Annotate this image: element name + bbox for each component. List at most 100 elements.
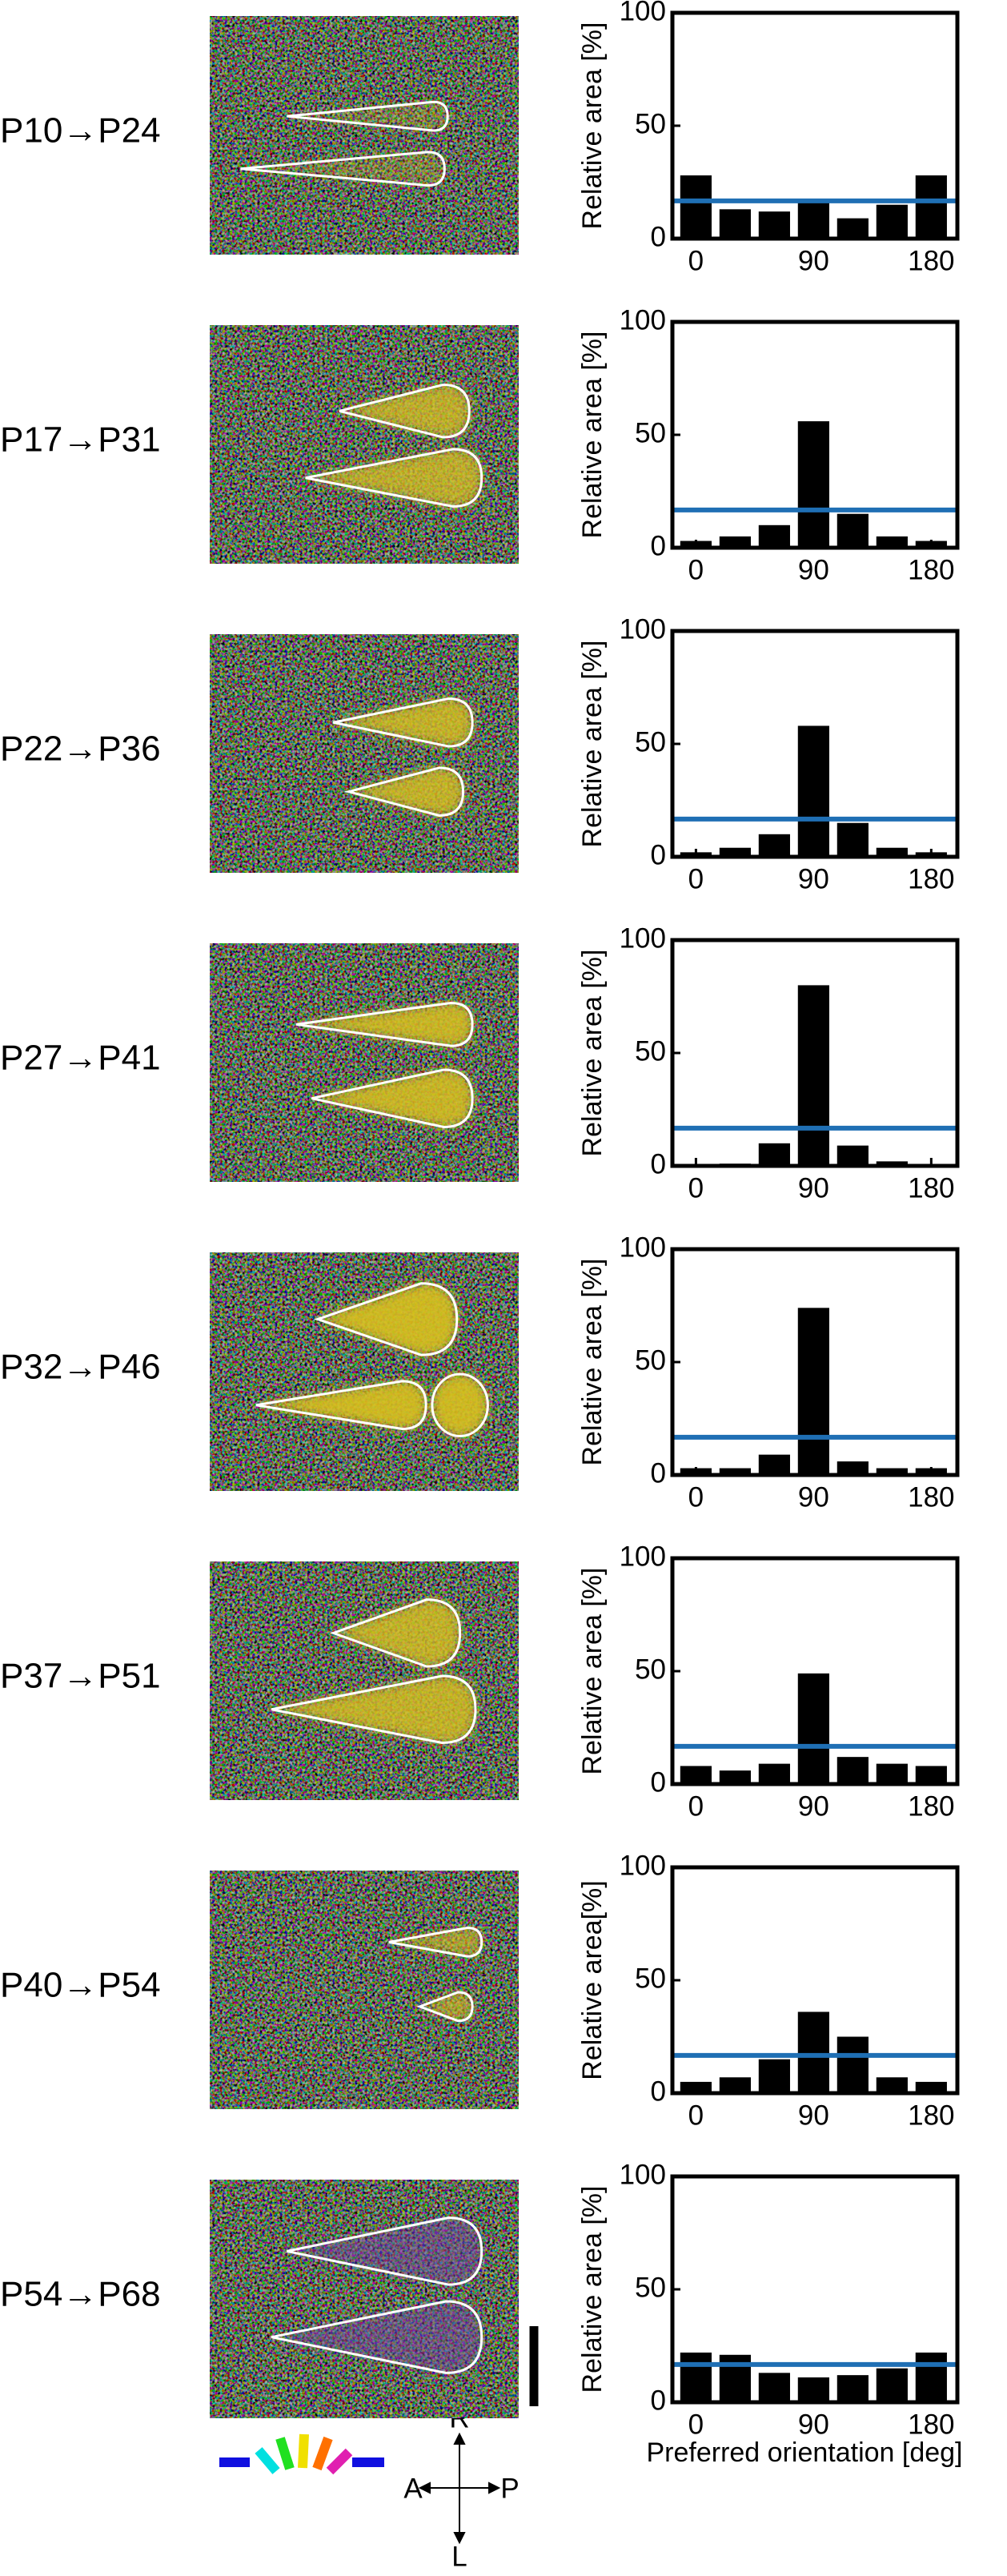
legend-bar [255,2447,280,2474]
row-label: P37→P51 [0,1657,161,1696]
bar [797,1308,829,1475]
y-tick-label: 0 [651,1148,666,1179]
x-tick-label: 90 [798,2100,829,2131]
domain-outline [339,383,471,439]
y-axis-label: Relative area [%] [577,1568,608,1775]
x-tick-label: 0 [688,245,704,276]
x-axis-label: Preferred orientation [deg] [646,2437,962,2468]
bar [680,1766,712,1784]
bar [876,204,908,239]
row-label: P17→P31 [0,420,161,460]
bar [719,2354,751,2402]
domain-outline [295,1001,474,1047]
y-axis-label: Relative area [%] [577,332,608,539]
domain-outline [287,100,449,132]
domain-fill [271,1676,475,1743]
orientation-map [210,943,519,1182]
bar [680,175,712,239]
legend-bar [275,2437,295,2470]
bar [797,1673,829,1784]
domain-fill [333,698,473,747]
domain-outline [255,1380,427,1431]
bar [758,1143,790,1166]
bar [836,1757,869,1784]
bar [719,2077,751,2093]
y-tick-label: 50 [635,1654,666,1685]
bar [915,2352,947,2402]
bar [680,2352,712,2402]
y-tick-label: 100 [620,1850,666,1881]
x-tick-label: 90 [798,2409,829,2440]
bar [836,2375,869,2402]
bar [836,1461,869,1475]
x-tick-label: 0 [688,863,704,894]
x-tick-label: 90 [798,863,829,894]
y-tick-label: 100 [620,2159,666,2190]
domain-outline [287,2216,483,2286]
bar [836,513,869,548]
y-tick-label: 50 [635,108,666,139]
y-tick-label: 0 [651,1766,666,1798]
map-noise [210,16,519,255]
domain-outline [311,1068,474,1128]
y-tick-label: 100 [620,922,666,954]
y-axis-label: Relative area [%] [577,641,608,848]
x-tick-label: 90 [798,1481,829,1513]
x-tick-label: 90 [798,1172,829,1204]
bar [876,1161,908,1166]
y-tick-label: 100 [620,613,666,645]
orientation-map [210,1561,519,1800]
orientation-map [210,16,519,255]
domain-fill [419,1991,473,2021]
bar [797,725,829,857]
bar [836,1145,869,1166]
y-axis-label: Relative area [%] [577,950,608,1157]
y-axis-label: Relative area [%] [577,22,608,230]
bar [876,536,908,548]
orientation-legend [219,2433,384,2475]
bar [915,1766,947,1784]
row-label: P27→P41 [0,1039,161,1078]
bar [758,524,790,548]
y-tick-label: 50 [635,1035,666,1067]
bar [876,847,908,857]
bar [836,218,869,239]
y-tick-label: 0 [651,839,666,870]
bar [876,2368,908,2402]
bar [876,1468,908,1475]
x-tick-label: 0 [688,1172,704,1204]
x-tick-label: 180 [908,554,954,585]
domain-fill [333,1599,460,1667]
domain-outline [271,1674,477,1744]
domain-fill [348,767,463,816]
bar [758,1763,790,1784]
y-tick-label: 100 [620,1541,666,1572]
y-tick-label: 0 [651,221,666,252]
bar [719,209,751,239]
bar [836,2036,869,2093]
map-noise [210,1871,519,2109]
domain-outline [333,697,474,748]
orientation-map [210,1252,519,1491]
x-tick-label: 90 [798,1790,829,1822]
y-tick-label: 0 [651,1457,666,1489]
bar [719,536,751,548]
x-tick-label: 180 [908,2100,954,2131]
domain-fill [305,448,482,507]
row-label: P22→P36 [0,729,161,769]
x-tick-label: 180 [908,1172,954,1204]
domain-outline [343,766,465,817]
x-tick-label: 0 [688,1481,704,1513]
compass-label: P [500,2473,519,2504]
orientation-map [210,1871,519,2109]
bar [797,985,829,1166]
x-tick-label: 0 [688,1790,704,1822]
domain-fill [318,1283,457,1356]
row-label: P54→P68 [0,2275,161,2314]
bar [758,2059,790,2093]
bar [797,421,829,548]
domain-fill [388,1927,482,1957]
map-noise [210,943,519,1182]
x-tick-label: 180 [908,1790,954,1822]
